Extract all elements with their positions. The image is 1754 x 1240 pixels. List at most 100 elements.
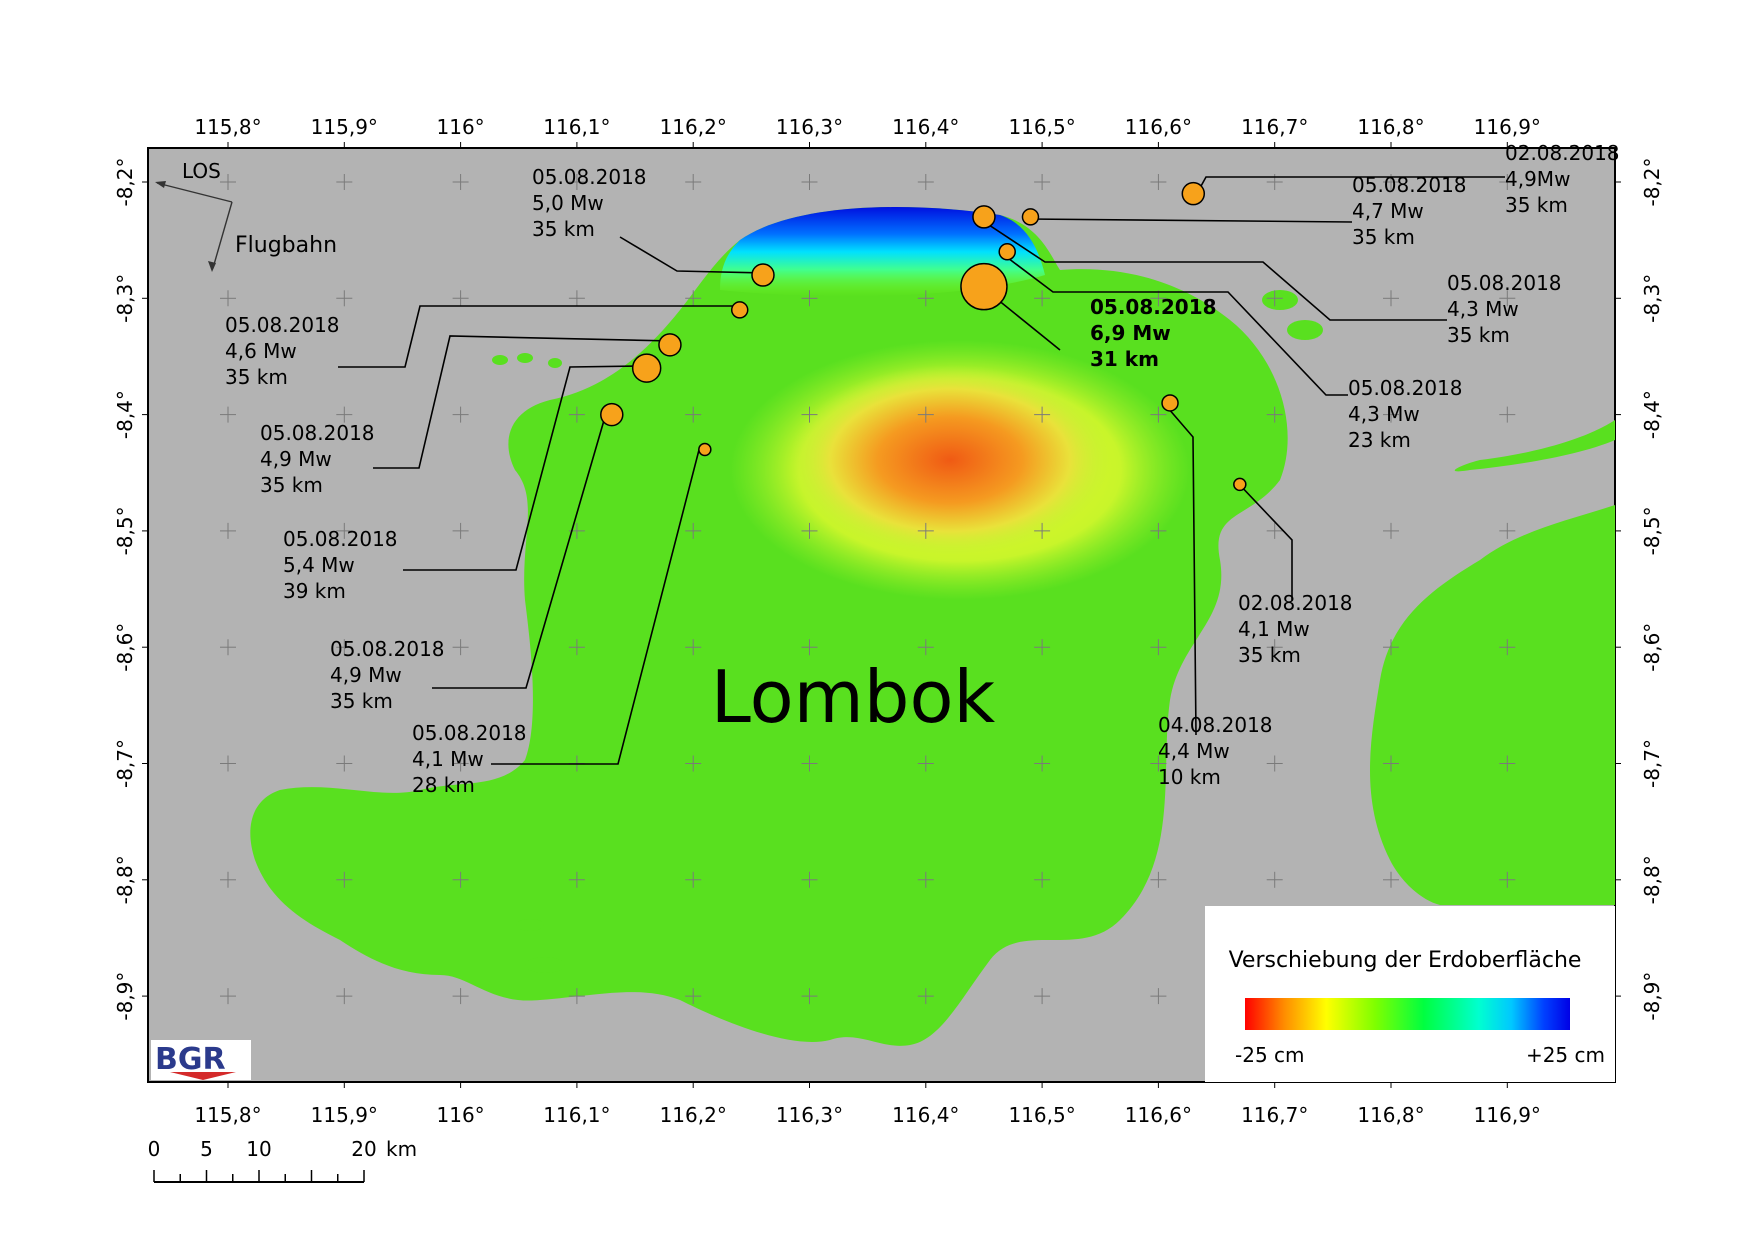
lon-tick-label-bottom: 116,4° bbox=[892, 1103, 959, 1127]
lon-tick-label-top: 116,6° bbox=[1125, 115, 1192, 139]
logo-text: BGR bbox=[155, 1042, 226, 1077]
lat-tick-label-left: -8,7° bbox=[113, 739, 137, 788]
earthquake-marker-icon[interactable] bbox=[600, 402, 624, 427]
lon-tick-label-top: 115,8° bbox=[194, 115, 261, 139]
legend-colorbar bbox=[1245, 998, 1570, 1030]
earthquake-marker-icon[interactable] bbox=[698, 442, 712, 457]
earthquake-depth: 35 km bbox=[1352, 225, 1415, 249]
lon-tick-label-bottom: 115,8° bbox=[194, 1103, 261, 1127]
lat-tick-label-left: -8,8° bbox=[113, 855, 137, 904]
lon-tick-label-bottom: 116,5° bbox=[1008, 1103, 1075, 1127]
lon-tick-label-top: 116,8° bbox=[1357, 115, 1424, 139]
earthquake-depth: 35 km bbox=[532, 217, 595, 241]
flight-path-label: Flugbahn bbox=[235, 233, 337, 258]
earthquake-marker-icon[interactable] bbox=[1021, 208, 1040, 226]
earthquake-depth: 28 km bbox=[412, 773, 475, 797]
lon-tick-label-top: 115,9° bbox=[311, 115, 378, 139]
leader-line bbox=[1236, 481, 1293, 600]
lon-tick-label-top: 116,1° bbox=[543, 115, 610, 139]
scale-bar-unit: km bbox=[386, 1137, 417, 1161]
earthquake-depth: 35 km bbox=[330, 689, 393, 713]
lon-tick-label-top: 116,4° bbox=[892, 115, 959, 139]
lon-tick-label-top: 116,5° bbox=[1008, 115, 1075, 139]
lat-tick-label-left: -8,3° bbox=[113, 274, 137, 323]
lat-tick-label-right: -8,6° bbox=[1640, 623, 1664, 672]
earthquake-magnitude: 4,3 Mw bbox=[1348, 402, 1420, 426]
earthquake-depth: 10 km bbox=[1158, 765, 1221, 789]
earthquake-date: 05.08.2018 bbox=[1090, 295, 1217, 319]
lat-tick-label-left: -8,9° bbox=[113, 972, 137, 1021]
earthquake-date: 05.08.2018 bbox=[1447, 271, 1562, 295]
earthquake-depth: 31 km bbox=[1090, 347, 1159, 371]
legend-box bbox=[1205, 906, 1615, 1082]
leader-line bbox=[1167, 407, 1197, 736]
subsidence-zone bbox=[790, 365, 1110, 555]
lon-tick-label-bottom: 116,2° bbox=[660, 1103, 727, 1127]
earthquake-marker-icon[interactable] bbox=[1161, 394, 1179, 412]
earthquake-marker-icon[interactable] bbox=[631, 353, 662, 383]
earthquake-magnitude: 4,9Mw bbox=[1505, 167, 1570, 191]
earthquake-marker-icon[interactable] bbox=[972, 205, 996, 229]
earthquake-marker-icon[interactable] bbox=[998, 243, 1016, 261]
los-arrow-icon bbox=[156, 182, 233, 203]
leader-line bbox=[991, 294, 1061, 351]
bgr-logo: BGR bbox=[151, 1040, 251, 1080]
leader-line bbox=[403, 365, 645, 571]
earthquake-magnitude: 4,3 Mw bbox=[1447, 297, 1519, 321]
axis-labels: 115,8° 115,8° 115,9° 115,9° 116° 116° 116,1° 11… bbox=[113, 115, 1664, 1127]
earthquake-magnitude: 4,9 Mw bbox=[330, 663, 402, 687]
earthquake-magnitude: 4,6 Mw bbox=[225, 339, 297, 363]
earthquake-magnitude: 5,0 Mw bbox=[532, 191, 604, 215]
lat-tick-label-right: -8,3° bbox=[1640, 274, 1664, 323]
graticule bbox=[220, 174, 1516, 1005]
lat-tick-label-right: -8,5° bbox=[1640, 506, 1664, 555]
earthquake-marker-icon[interactable] bbox=[1233, 477, 1247, 492]
lon-tick-label-bottom: 116° bbox=[437, 1103, 485, 1127]
earthquake-marker-icon[interactable] bbox=[960, 262, 1008, 311]
scale-bar-label: 5 bbox=[200, 1137, 213, 1161]
earthquake-magnitude: 4,4 Mw bbox=[1158, 739, 1230, 763]
earthquake-marker-icon[interactable] bbox=[751, 263, 775, 287]
lat-tick-label-left: -8,2° bbox=[113, 157, 137, 206]
earthquake-marker-icon[interactable] bbox=[658, 333, 682, 357]
leader-line bbox=[432, 409, 608, 689]
scale-bar-label: 0 bbox=[148, 1137, 161, 1161]
lon-tick-label-top: 116,9° bbox=[1474, 115, 1541, 139]
earthquake-date: 05.08.2018 bbox=[225, 313, 340, 337]
lon-tick-label-top: 116,2° bbox=[660, 115, 727, 139]
los-label: LOS bbox=[182, 159, 221, 183]
earthquake-date: 05.08.2018 bbox=[330, 637, 445, 661]
lon-tick-label-bottom: 116,6° bbox=[1125, 1103, 1192, 1127]
los-indicator: LOS Flugbahn bbox=[155, 159, 337, 272]
legend-title: Verschiebung der Erdoberfläche bbox=[1229, 948, 1582, 973]
earthquake-date: 05.08.2018 bbox=[412, 721, 527, 745]
earthquake-magnitude: 4,1 Mw bbox=[1238, 617, 1310, 641]
lon-tick-label-bottom: 116,1° bbox=[543, 1103, 610, 1127]
earthquake-marker-icon[interactable] bbox=[1181, 181, 1206, 206]
earthquake-magnitude: 5,4 Mw bbox=[283, 553, 355, 577]
lat-tick-label-right: -8,7° bbox=[1640, 739, 1664, 788]
earthquake-date: 05.08.2018 bbox=[283, 527, 398, 551]
lat-tick-label-left: -8,6° bbox=[113, 623, 137, 672]
earthquake-date: 04.08.2018 bbox=[1158, 713, 1273, 737]
leader-line bbox=[1026, 218, 1353, 223]
earthquake-date: 05.08.2018 bbox=[532, 165, 647, 189]
lon-tick-label-bottom: 116,8° bbox=[1357, 1103, 1424, 1127]
lat-tick-label-right: -8,9° bbox=[1640, 972, 1664, 1021]
legend: Verschiebung der Erdoberfläche -25 cm +2… bbox=[1205, 906, 1615, 1082]
earthquake-marker-icon[interactable] bbox=[730, 301, 749, 319]
